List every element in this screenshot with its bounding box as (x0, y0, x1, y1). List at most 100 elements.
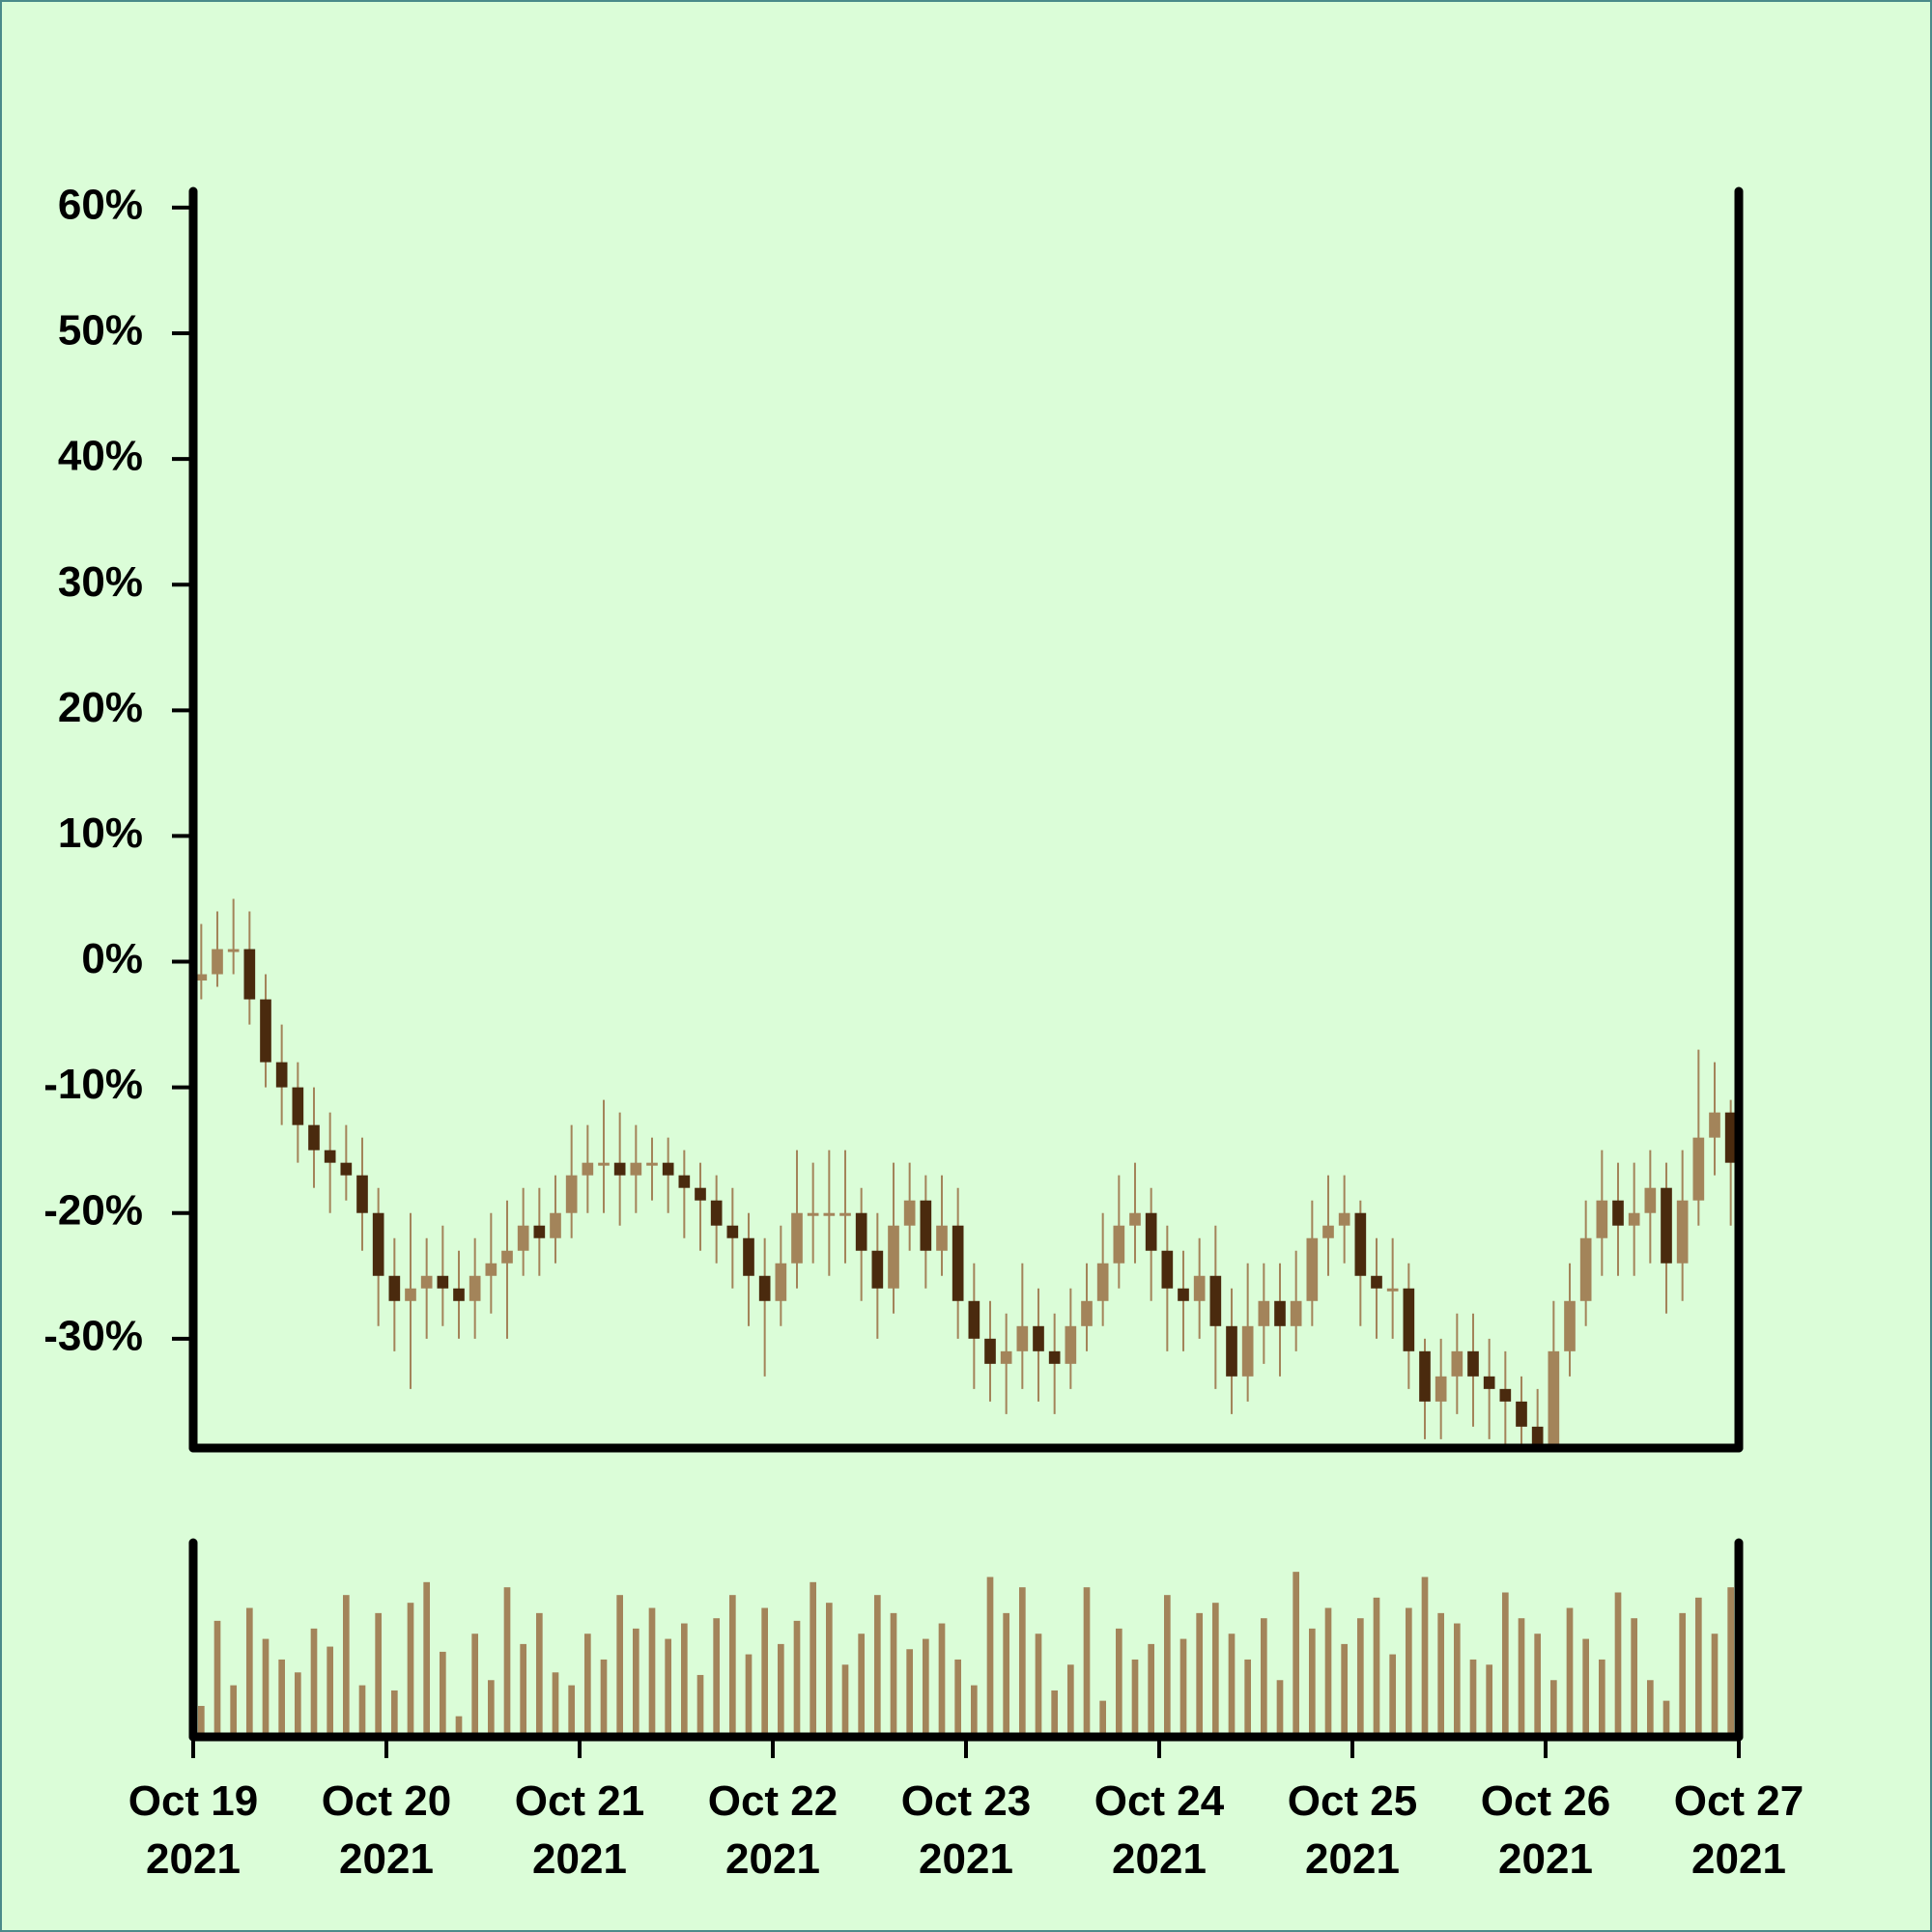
candle-body (984, 1338, 996, 1364)
candle-body (420, 1275, 433, 1289)
volume-bar (938, 1623, 946, 1737)
candle-body (613, 1162, 626, 1176)
candle-body (388, 1275, 401, 1301)
volume-bar (1711, 1634, 1719, 1737)
candles (195, 898, 1737, 1448)
y-tick-label: 50% (58, 307, 143, 355)
candle-body (1709, 1112, 1720, 1138)
x-tick-label: Oct 24 2021 (1094, 1777, 1225, 1883)
volume-bar (1534, 1634, 1541, 1737)
volume-bar (1566, 1607, 1574, 1737)
volume-bar (213, 1620, 221, 1737)
candle-body (1096, 1263, 1109, 1301)
volume-bar (600, 1659, 608, 1737)
volume-bar (375, 1612, 382, 1737)
volume-bar (1179, 1638, 1187, 1737)
candle-body (903, 1200, 916, 1226)
volume-bar (1454, 1623, 1461, 1737)
volume-bar (310, 1628, 318, 1737)
candle-body (1403, 1288, 1415, 1351)
volume-bar (1599, 1659, 1605, 1737)
volume-bar (358, 1685, 366, 1737)
candle-body (807, 1212, 819, 1216)
volume-bar (343, 1595, 350, 1737)
candle-body (695, 1187, 706, 1201)
volume-bar (1244, 1659, 1251, 1737)
candle-body (1579, 1237, 1592, 1301)
candle-body (936, 1225, 948, 1251)
volume-bar (729, 1595, 736, 1737)
candle-body (1161, 1250, 1174, 1289)
candle-body (1451, 1350, 1463, 1377)
volume-bar (1051, 1690, 1058, 1737)
volume-bar (1518, 1618, 1525, 1737)
volume-bar (810, 1581, 816, 1737)
x-tick-label: Oct 21 2021 (514, 1777, 645, 1883)
candle-body (308, 1124, 320, 1151)
candle-body (1081, 1300, 1093, 1326)
candle-body (1548, 1350, 1560, 1448)
volume-bar (391, 1690, 398, 1737)
y-tick-label: 20% (58, 684, 143, 731)
volume-bar (520, 1643, 526, 1737)
volume-bar (1662, 1700, 1670, 1737)
candle-body (550, 1212, 561, 1238)
volume-bar (1437, 1612, 1444, 1737)
x-tick-label: Oct 20 2021 (321, 1777, 452, 1883)
candle-body (1290, 1300, 1302, 1326)
volume-bar (923, 1638, 929, 1737)
candle-body (888, 1225, 899, 1289)
volume-bar (954, 1659, 961, 1737)
candle-body (469, 1275, 481, 1301)
candle-body (1193, 1275, 1206, 1301)
y-tick-label: 10% (58, 810, 143, 857)
volume-bar (1309, 1628, 1316, 1737)
candle-body (598, 1162, 610, 1166)
candle-body (1386, 1288, 1399, 1292)
candle-body (582, 1162, 594, 1176)
volume-bar (1131, 1659, 1139, 1737)
volume-bar (1582, 1638, 1589, 1737)
volume-bar (1164, 1595, 1171, 1737)
candle-body (1564, 1300, 1576, 1351)
candle-body (1661, 1187, 1672, 1264)
x-tick-label: Oct 27 2021 (1673, 1777, 1804, 1883)
volume-bar (488, 1680, 495, 1737)
axes: 60% 50% 40% 30% 20% 10% 0% -10% -20% -30% (43, 182, 1744, 1758)
volume-bar (503, 1587, 511, 1737)
volume-bar (696, 1674, 704, 1737)
candle-body (1371, 1275, 1382, 1289)
volume-bar (1357, 1618, 1364, 1737)
candle-body (260, 999, 271, 1063)
candle-body (1419, 1350, 1431, 1402)
candle-body (952, 1225, 964, 1301)
y-tick-label: 30% (58, 558, 143, 606)
x-tick-label: Oct 19 2021 (128, 1777, 259, 1883)
volume-bar (761, 1607, 768, 1737)
volume-bar (1373, 1597, 1380, 1737)
volume-bar (1003, 1612, 1009, 1737)
volume-bar (1116, 1628, 1122, 1737)
candle-body (1338, 1212, 1350, 1226)
candle-body (501, 1250, 513, 1264)
candle-body (775, 1263, 787, 1301)
candle-body (1644, 1187, 1657, 1213)
candle-body (324, 1150, 336, 1163)
candle-body (212, 949, 223, 975)
candle-body (1016, 1325, 1029, 1351)
volume-bar (423, 1581, 430, 1737)
volume-bar (1406, 1607, 1412, 1737)
candle-body (920, 1200, 932, 1251)
volume-bar (778, 1643, 784, 1737)
x-tick-label: Oct 26 2021 (1480, 1777, 1611, 1883)
volume-bar (633, 1628, 639, 1737)
volume-bar (278, 1659, 285, 1737)
volume-bar (890, 1612, 897, 1737)
candle-body (275, 1062, 288, 1088)
volume-bar (713, 1618, 720, 1737)
volume-bar (1196, 1612, 1203, 1737)
volume-bar (1324, 1607, 1332, 1737)
candle-body (743, 1237, 754, 1276)
candle-body (968, 1300, 980, 1339)
